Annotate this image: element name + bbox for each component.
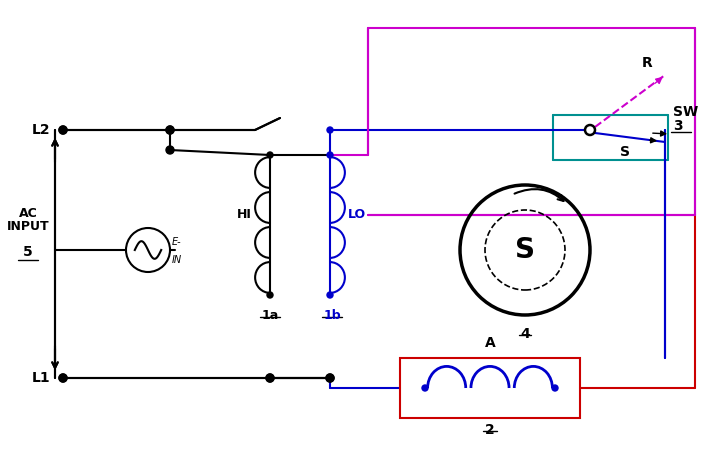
Circle shape xyxy=(166,126,174,134)
Text: L2: L2 xyxy=(32,123,50,137)
Circle shape xyxy=(126,228,170,272)
Circle shape xyxy=(267,292,273,298)
Text: S: S xyxy=(620,145,630,159)
Circle shape xyxy=(326,374,334,382)
Text: 5: 5 xyxy=(23,245,33,259)
Text: 4: 4 xyxy=(520,327,530,341)
Text: SW: SW xyxy=(673,105,698,119)
Circle shape xyxy=(422,385,428,391)
Bar xyxy=(400,358,580,418)
Text: AC: AC xyxy=(19,207,37,220)
Circle shape xyxy=(59,374,67,382)
Text: 1a: 1a xyxy=(261,309,279,322)
Text: E-: E- xyxy=(172,237,182,247)
Circle shape xyxy=(59,126,67,134)
Text: HI: HI xyxy=(237,208,252,221)
Circle shape xyxy=(266,374,274,382)
Text: R: R xyxy=(642,56,653,70)
Circle shape xyxy=(166,126,174,134)
Circle shape xyxy=(327,127,333,133)
Circle shape xyxy=(267,152,273,158)
Text: INPUT: INPUT xyxy=(6,220,50,233)
Text: 2: 2 xyxy=(485,423,495,437)
Text: L1: L1 xyxy=(32,371,50,385)
Text: A: A xyxy=(485,336,495,350)
Text: IN: IN xyxy=(172,255,182,265)
Circle shape xyxy=(552,385,558,391)
Circle shape xyxy=(327,152,333,158)
Text: 1b: 1b xyxy=(323,309,341,322)
Circle shape xyxy=(326,374,334,382)
Text: 3: 3 xyxy=(673,119,683,133)
Circle shape xyxy=(585,125,595,135)
Circle shape xyxy=(166,146,174,154)
Text: LO: LO xyxy=(348,208,366,221)
Circle shape xyxy=(59,374,67,382)
Circle shape xyxy=(59,126,67,134)
Circle shape xyxy=(266,374,274,382)
Text: S: S xyxy=(515,236,535,264)
Circle shape xyxy=(327,292,333,298)
